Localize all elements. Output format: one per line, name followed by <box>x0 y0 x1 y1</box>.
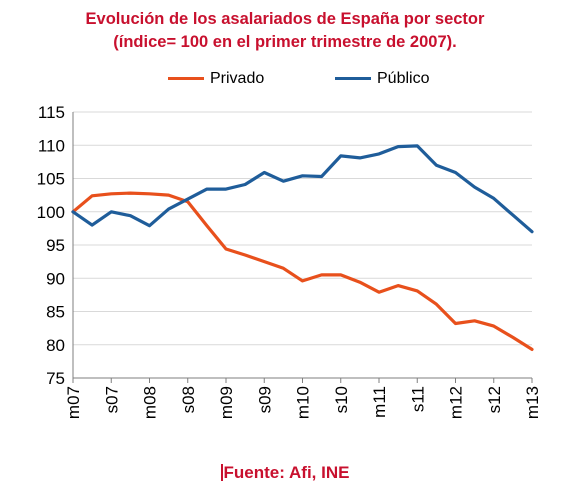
text-cursor <box>220 464 223 481</box>
legend-item-privado: Privado <box>168 70 264 88</box>
y-tick-label: 90 <box>46 269 65 288</box>
x-tick-label: m11 <box>370 386 389 418</box>
x-tick-label: s12 <box>485 386 504 413</box>
x-tick-label: m08 <box>141 386 160 419</box>
source-text: Fuente: Afi, INE <box>223 463 350 482</box>
legend-item-publico: Público <box>335 70 429 88</box>
chart-title-line-1: Evolución de los asalariados de España p… <box>85 10 485 28</box>
legend-label-privado: Privado <box>210 70 265 87</box>
x-tick-label: m13 <box>523 386 542 419</box>
legend-swatch-privado <box>168 77 204 81</box>
legend-swatch-publico <box>335 77 371 81</box>
series-line-privado <box>71 191 534 351</box>
x-tick-label: s08 <box>179 386 198 413</box>
x-tick-label: m09 <box>217 386 236 419</box>
x-tick-label: s09 <box>255 386 274 413</box>
y-tick-label: 105 <box>37 170 65 189</box>
x-tick-label: m07 <box>64 386 83 419</box>
chart-title-line-2: (índice= 100 en el primer trimestre de 2… <box>113 33 457 51</box>
y-tick-label: 110 <box>38 136 65 155</box>
y-tick-label: 85 <box>46 303 65 322</box>
y-tick-label: 100 <box>37 203 65 222</box>
y-tick-label: 75 <box>46 369 65 388</box>
x-tick-label: s07 <box>102 386 121 413</box>
x-tick-label: s10 <box>332 386 351 413</box>
legend-label-publico: Público <box>377 70 430 87</box>
y-tick-label: 80 <box>46 336 65 355</box>
source-note: Fuente: Afi, INE <box>0 463 570 483</box>
y-tick-label: 95 <box>46 236 65 255</box>
x-tick-label: m10 <box>294 386 313 419</box>
x-tick-label: m12 <box>447 386 466 419</box>
series-line-publico <box>71 144 534 234</box>
x-tick-label: s11 <box>408 386 427 412</box>
y-tick-label: 115 <box>38 103 65 122</box>
